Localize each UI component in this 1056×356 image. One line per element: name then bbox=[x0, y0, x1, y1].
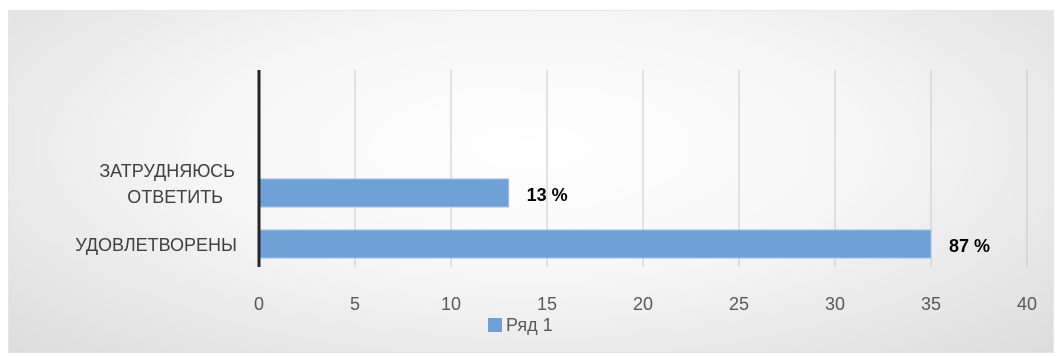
category-label-line: ОТВЕТИТЬ bbox=[127, 187, 223, 207]
legend-label: Ряд 1 bbox=[506, 315, 553, 335]
x-tick-label: 10 bbox=[441, 294, 461, 314]
data-label: 87 % bbox=[949, 236, 990, 256]
x-tick-label: 5 bbox=[350, 294, 360, 314]
bars bbox=[258, 178, 932, 259]
bar bbox=[258, 178, 510, 208]
x-tick-label: 25 bbox=[729, 294, 749, 314]
x-tick-label: 40 bbox=[1017, 294, 1037, 314]
category-label: УДОВЛЕТВОРЕНЫ bbox=[75, 235, 237, 255]
legend-swatch bbox=[488, 318, 502, 332]
x-tick-label: 30 bbox=[825, 294, 845, 314]
category-label-line: ЗАТРУДНЯЮСЬ bbox=[99, 161, 235, 181]
x-tick-label: 0 bbox=[254, 294, 264, 314]
chart-area bbox=[8, 10, 1054, 353]
x-tick-label: 15 bbox=[537, 294, 557, 314]
labels: 0 5 10 15 20 25 30 35 40 13 % 87 % ЗАТРУДНЯЮСЬ ОТВЕТ… bbox=[75, 161, 1037, 314]
bar bbox=[258, 229, 932, 259]
x-tick-label: 35 bbox=[921, 294, 941, 314]
category-label: ЗАТРУДНЯЮСЬ ОТВЕТИТЬ bbox=[99, 161, 235, 207]
x-tick-label: 20 bbox=[633, 294, 653, 314]
data-label: 13 % bbox=[527, 185, 568, 205]
legend: Ряд 1 bbox=[488, 315, 553, 335]
